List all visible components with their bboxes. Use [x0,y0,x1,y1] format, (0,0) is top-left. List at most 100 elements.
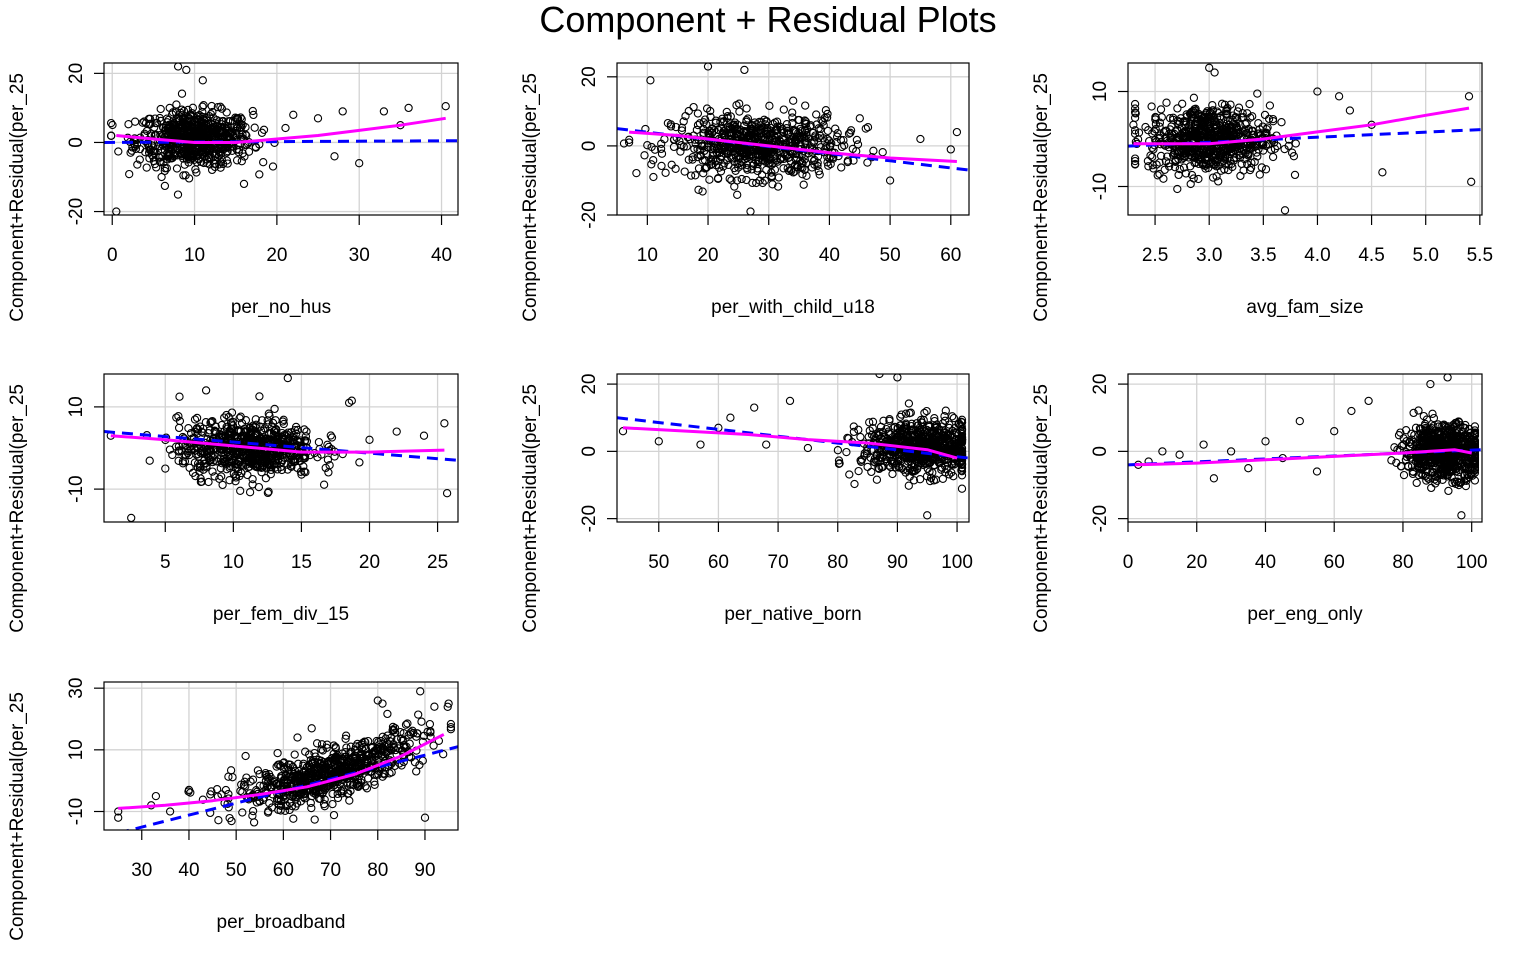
data-point [649,156,658,165]
data-point [263,808,273,817]
data-point [165,103,174,113]
data-point [909,476,919,485]
data-point [661,168,670,177]
data-point [238,149,247,158]
data-point [173,190,183,199]
data-point [695,146,704,155]
linear-fit-line [104,430,458,462]
data-point [726,413,735,422]
data-point [222,410,231,420]
page-title: Component + Residual Plots [539,0,997,40]
data-point [185,463,194,472]
data-point [263,488,273,498]
data-point [904,399,914,408]
data-point [721,131,730,140]
smooth-fit-line [622,426,958,460]
data-point [1426,445,1436,454]
data-point [765,159,774,168]
data-point [228,116,238,125]
data-point [327,433,337,442]
data-point [1466,469,1475,478]
data-point [319,480,329,489]
x-tick-label: 20 [1186,552,1207,573]
data-point [916,134,925,144]
data-point [885,416,894,425]
data-point [867,467,876,477]
data-point [1144,162,1153,171]
data-point [656,144,666,154]
data-point [323,455,333,464]
x-tick-label: 50 [648,552,669,573]
data-point [300,437,309,446]
data-point [688,153,697,162]
x-axis-label: per_fem_div_15 [213,604,349,625]
data-point [1195,147,1205,156]
data-point [345,796,354,805]
data-point [1268,152,1278,162]
x-axis-label: avg_fam_size [1246,297,1363,318]
data-point [1247,158,1256,167]
data-point [694,185,703,194]
data-point [199,101,208,110]
data-point [1470,431,1480,440]
data-point [915,475,925,484]
data-point [1427,483,1436,493]
data-point [802,128,811,138]
data-point [1182,112,1192,121]
data-point [1446,440,1455,449]
y-tick-label: 0 [1090,446,1111,457]
data-point [726,153,736,162]
data-point [850,479,859,489]
data-point [946,145,955,154]
data-point [1261,437,1270,446]
data-point [755,176,764,185]
data-point [1130,104,1140,113]
linear-fit-line [617,416,969,460]
data-point [177,105,186,114]
data-point [239,179,249,189]
data-point [1238,109,1247,118]
data-point [1173,147,1182,156]
data-point [1156,137,1166,147]
data-point [684,106,693,116]
data-point [177,123,186,133]
data-point [344,398,354,407]
data-point [224,117,233,126]
data-point [682,142,691,151]
data-point [667,160,676,169]
data-point [669,142,679,152]
data-point [1313,87,1322,96]
data-point [1149,164,1158,173]
data-point [149,153,158,162]
data-point [814,133,823,143]
data-point [1175,164,1184,174]
data-point [253,766,263,775]
data-point [1205,63,1214,72]
y-tick-label: 0 [66,137,87,148]
panel-per_with_child_u18: 10 20 30 40 50 60-20020per_with_child_u18Comp… [520,62,970,322]
data-point [677,126,687,135]
data-point [788,118,797,128]
data-point [208,467,217,476]
data-point [925,476,935,486]
data-point [618,427,628,436]
data-point [365,435,374,444]
data-point [698,187,707,196]
data-point [1156,151,1166,161]
data-point [185,131,195,140]
data-point [1236,171,1245,181]
data-point [815,170,824,179]
data-point [1130,154,1140,163]
x-tick-label: 60 [708,552,729,573]
data-point [1470,463,1480,472]
data-point [142,163,151,172]
data-point [742,128,752,137]
data-point [302,427,311,436]
data-point [1203,125,1212,134]
data-point [902,437,911,447]
data-point [1277,118,1286,127]
data-point [297,470,306,479]
data-point [779,128,789,137]
data-point [718,129,727,138]
data-point [1228,147,1238,156]
